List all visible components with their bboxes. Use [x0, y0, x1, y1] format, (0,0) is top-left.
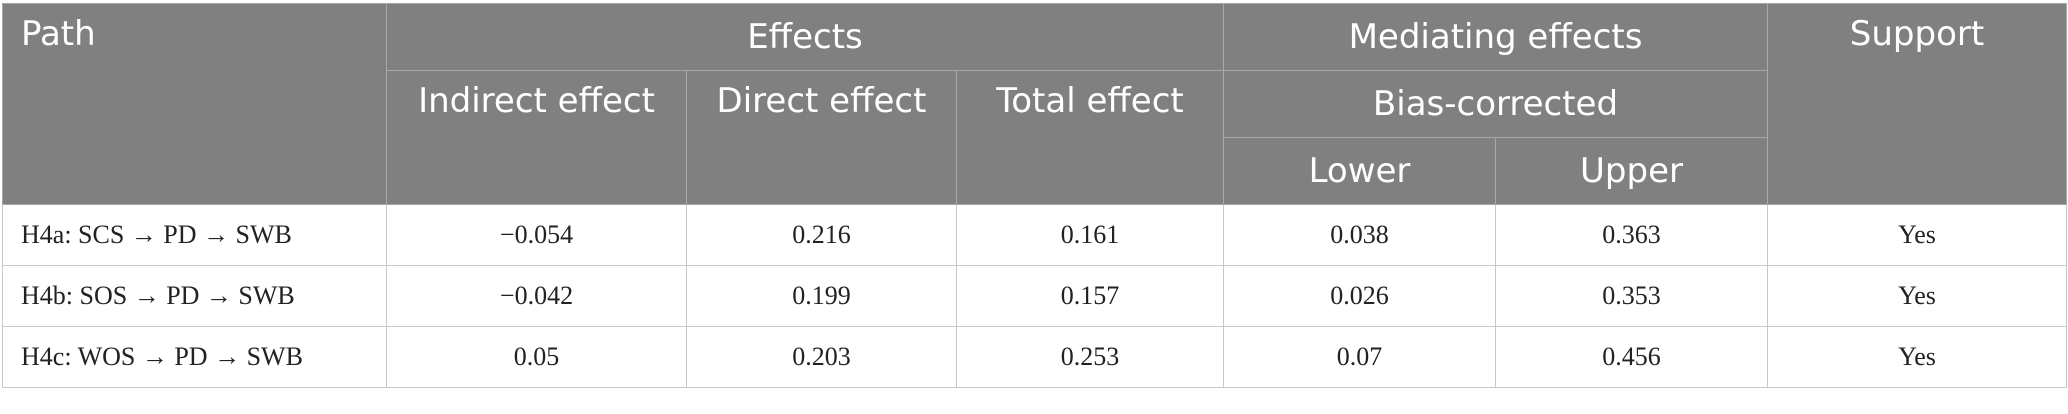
- total-effect-cell: 0.161: [956, 204, 1224, 266]
- upper-cell: 0.353: [1495, 265, 1768, 327]
- upper-header: Upper: [1495, 137, 1768, 205]
- lower-cell: 0.026: [1223, 265, 1496, 327]
- indirect-effect-cell: −0.054: [386, 204, 687, 266]
- lower-cell: 0.07: [1223, 326, 1496, 388]
- indirect-effect-cell: 0.05: [386, 326, 687, 388]
- direct-effect-cell: 0.199: [686, 265, 957, 327]
- upper-cell: 0.456: [1495, 326, 1768, 388]
- direct-effect-header: Direct effect: [686, 70, 957, 205]
- table-row: H4a: SCS → PD → SWB −0.054 0.216 0.161 0…: [2, 204, 2067, 266]
- header-row-3: Lower Upper: [3, 137, 2067, 205]
- table-row: H4c: WOS → PD → SWB 0.05 0.203 0.253 0.0…: [2, 326, 2067, 388]
- direct-effect-cell: 0.216: [686, 204, 957, 266]
- support-cell: Yes: [1767, 326, 2067, 388]
- table-body: H4a: SCS → PD → SWB −0.054 0.216 0.161 0…: [2, 204, 2067, 388]
- upper-cell: 0.363: [1495, 204, 1768, 266]
- indirect-effect-cell: −0.042: [386, 265, 687, 327]
- support-column-header: Support: [1767, 3, 2067, 205]
- bias-corrected-header: Bias-corrected: [1223, 70, 1768, 138]
- total-effect-cell: 0.157: [956, 265, 1224, 327]
- path-cell: H4c: WOS → PD → SWB: [2, 326, 387, 388]
- indirect-effect-header: Indirect effect: [386, 70, 687, 205]
- effects-group-header: Effects: [386, 3, 1224, 71]
- total-effect-cell: 0.253: [956, 326, 1224, 388]
- direct-effect-cell: 0.203: [686, 326, 957, 388]
- support-cell: Yes: [1767, 265, 2067, 327]
- path-column-header: Path: [2, 3, 387, 205]
- header-row-2: Indirect effect Direct effect Total effe…: [3, 70, 2067, 205]
- mediating-effects-group-header: Mediating effects: [1223, 3, 1768, 71]
- path-cell: H4b: SOS → PD → SWB: [2, 265, 387, 327]
- header-row-1: Path Effects Mediating effects Support: [2, 3, 2067, 205]
- lower-header: Lower: [1223, 137, 1496, 205]
- lower-cell: 0.038: [1223, 204, 1496, 266]
- table-row: H4b: SOS → PD → SWB −0.042 0.199 0.157 0…: [2, 265, 2067, 327]
- total-effect-header: Total effect: [956, 70, 1224, 205]
- support-cell: Yes: [1767, 204, 2067, 266]
- table-header: Path Effects Mediating effects Support I…: [2, 3, 2067, 205]
- mediation-results-table: Path Effects Mediating effects Support I…: [2, 3, 2067, 388]
- path-cell: H4a: SCS → PD → SWB: [2, 204, 387, 266]
